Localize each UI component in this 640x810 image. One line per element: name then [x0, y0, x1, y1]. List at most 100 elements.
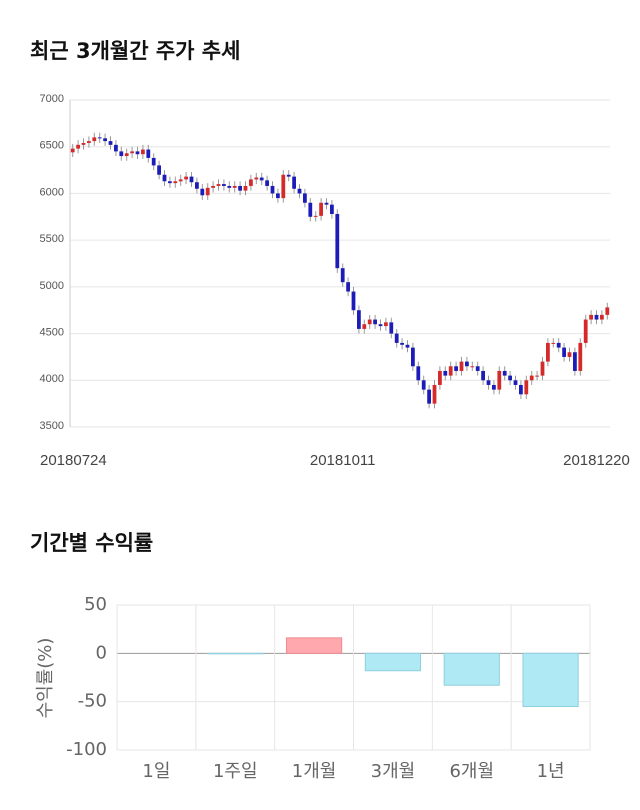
- candle-body: [556, 342, 561, 348]
- candle-body: [432, 384, 437, 404]
- candle-body: [470, 366, 475, 368]
- candle-body: [502, 370, 507, 376]
- candle-body: [135, 151, 140, 155]
- candle-body: [124, 153, 129, 157]
- candle-body: [81, 142, 86, 145]
- candle-body: [605, 307, 610, 315]
- candle-body: [351, 291, 356, 311]
- y-tick-label: 4500: [40, 326, 64, 338]
- candle-body: [448, 366, 453, 376]
- chart-title: 최근 3개월간 주가 추세: [30, 39, 240, 63]
- candle-body: [76, 144, 80, 149]
- candle-body: [184, 176, 188, 180]
- candle-body: [87, 141, 91, 143]
- x-tick-label: 20181220: [563, 452, 630, 469]
- candle-body: [205, 187, 210, 196]
- candle-body: [384, 322, 388, 327]
- y-tick-label: 6500: [40, 140, 64, 152]
- y-tick-label: 7000: [40, 93, 64, 105]
- candle-body: [373, 319, 377, 325]
- candle-body: [508, 375, 512, 381]
- candle-body: [492, 384, 496, 390]
- candle-body: [146, 149, 151, 158]
- bar: [364, 652, 422, 672]
- candle-body: [524, 380, 529, 395]
- x-tick-label: 1일: [142, 761, 170, 782]
- candle-body: [114, 144, 118, 152]
- candle-body: [567, 352, 572, 357]
- candle-body: [551, 342, 556, 344]
- candle-body: [454, 366, 458, 371]
- candle-body: [227, 185, 232, 188]
- candle-body: [130, 151, 134, 154]
- candle-body: [497, 370, 502, 390]
- candle-body: [465, 361, 469, 367]
- y-tick-label: -100: [66, 739, 107, 760]
- y-tick-label: 3500: [40, 420, 64, 432]
- candle-body: [421, 380, 426, 390]
- y-tick-label: 5000: [40, 280, 64, 292]
- y-axis-label: 수익률(%): [35, 638, 56, 719]
- candle-body: [195, 182, 199, 189]
- candle-body: [108, 141, 113, 145]
- candle-body: [405, 344, 410, 348]
- candle-body: [238, 185, 242, 191]
- candle-body: [411, 347, 415, 367]
- candle-body: [200, 188, 205, 196]
- candle-body: [438, 370, 442, 385]
- candle-body: [292, 176, 296, 189]
- candle-body: [319, 202, 323, 216]
- x-tick-label: 1년: [537, 761, 565, 782]
- candle-body: [119, 151, 124, 157]
- x-tick-label: 6개월: [449, 761, 494, 782]
- candle-body: [573, 352, 577, 371]
- candle-body: [249, 179, 253, 186]
- candle-body: [513, 380, 518, 385]
- candle-body: [357, 310, 361, 329]
- candle-body: [324, 202, 329, 205]
- candle-body: [211, 185, 215, 188]
- candle-body: [297, 188, 302, 194]
- candle-body: [103, 138, 107, 142]
- y-tick-label: 4000: [40, 373, 64, 385]
- candle-body: [303, 193, 307, 203]
- candle-body: [362, 324, 367, 329]
- candle-body: [546, 342, 550, 362]
- candle-body: [562, 347, 566, 357]
- candle-body: [216, 184, 221, 186]
- candle-body: [173, 181, 178, 184]
- y-tick-label: 0: [96, 642, 107, 663]
- candle-body: [168, 181, 172, 184]
- candle-body: [243, 185, 248, 191]
- candle-body: [151, 157, 156, 166]
- candle-body: [232, 185, 237, 188]
- bar: [443, 652, 500, 686]
- candle-body: [367, 319, 372, 325]
- candle-body: [519, 384, 523, 395]
- candle-body: [394, 333, 399, 343]
- candle-body: [189, 176, 194, 183]
- candle-body: [259, 177, 264, 181]
- candle-body: [265, 180, 269, 186]
- candle-body: [270, 185, 275, 194]
- candle-body: [254, 177, 259, 180]
- candle-body: [313, 215, 318, 217]
- candle-body: [400, 342, 404, 345]
- candle-body: [378, 324, 383, 327]
- x-tick-label: 20181011: [310, 452, 376, 469]
- candle-body: [459, 361, 464, 371]
- x-tick-label: 20180724: [40, 452, 107, 469]
- bar: [285, 637, 343, 654]
- candle-body: [535, 375, 539, 377]
- candle-body: [286, 174, 291, 177]
- candle-body: [340, 268, 345, 283]
- candle-body: [529, 375, 534, 381]
- candle-body: [97, 137, 102, 139]
- candle-body: [540, 361, 545, 376]
- candle-body: [308, 202, 313, 217]
- candle-body: [346, 282, 350, 292]
- candle-body: [486, 380, 491, 385]
- candle-body: [443, 370, 448, 376]
- candle-body: [92, 137, 97, 142]
